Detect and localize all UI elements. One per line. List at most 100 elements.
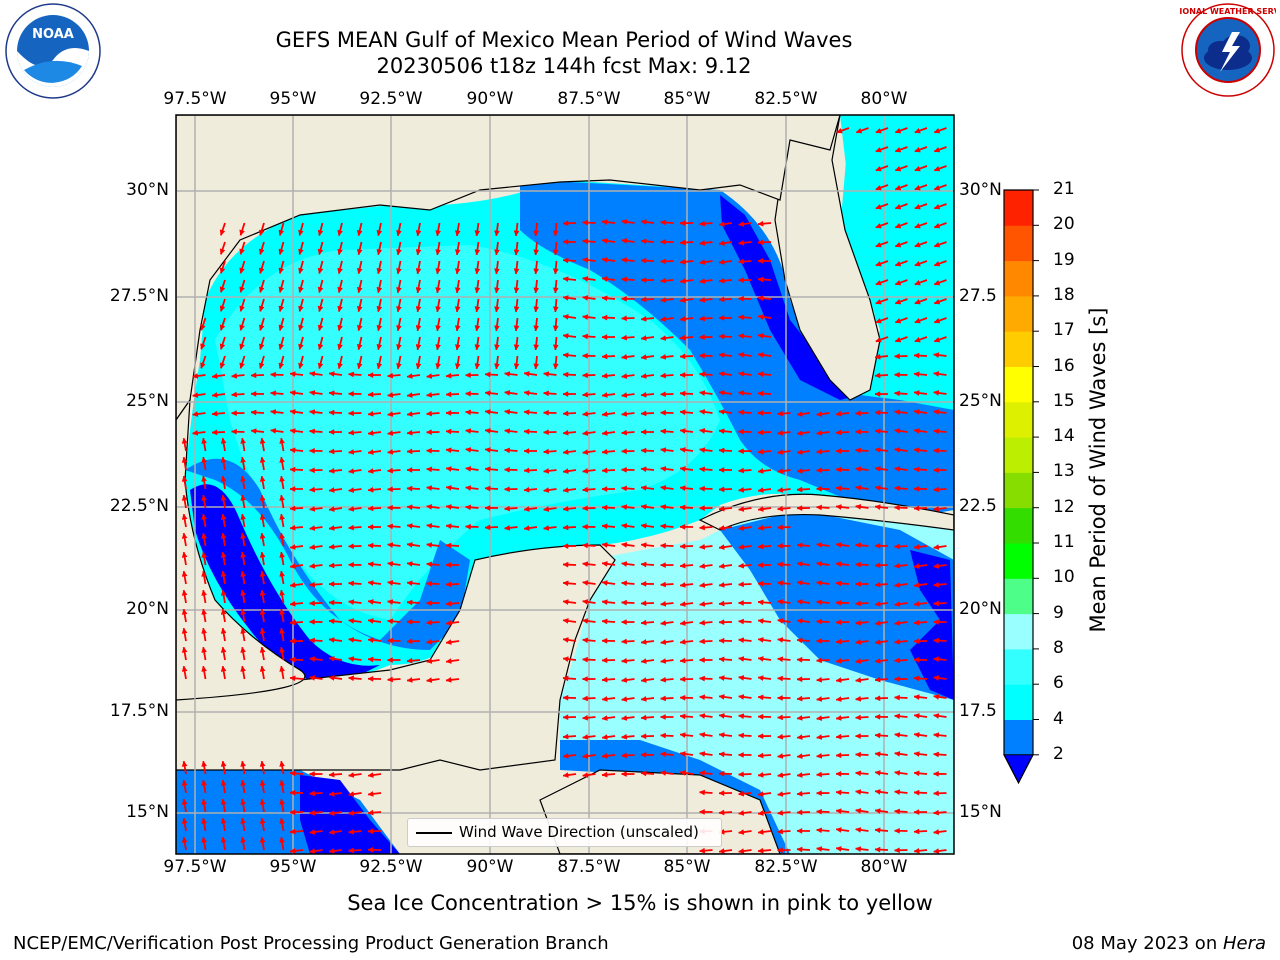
wave-direction-arrowhead: [835, 580, 842, 587]
wave-direction-arrowhead: [738, 352, 745, 358]
wave-direction-arrowhead: [854, 581, 861, 587]
wave-direction-arrowhead: [640, 751, 647, 758]
wave-direction-arrowhead: [278, 286, 285, 294]
wave-direction-arrowhead: [816, 752, 823, 759]
wave-direction-arrowhead: [464, 504, 472, 511]
wave-direction-arrowhead: [581, 505, 588, 512]
wave-direction-arrowhead: [913, 828, 920, 835]
wave-direction-arrowhead: [406, 677, 413, 683]
wave-direction-arrowhead: [894, 789, 901, 796]
wave-direction-arrowhead: [309, 563, 316, 569]
wave-direction-arrowhead: [679, 562, 686, 569]
wave-direction-arrowhead: [220, 798, 227, 805]
wave-direction-arrowhead: [513, 230, 520, 237]
wave-direction-arrowhead: [659, 372, 666, 379]
honduras-gulf: [560, 740, 790, 854]
wave-direction-arrowhead: [835, 448, 842, 454]
wave-direction-arrowhead: [317, 343, 324, 351]
wave-direction-arrowhead: [621, 354, 628, 360]
wave-direction-arrowhead: [582, 449, 589, 455]
wave-direction-arrowhead: [933, 675, 940, 681]
axis-tick-label: 80°W: [860, 89, 908, 109]
wave-direction-arrowhead: [367, 580, 374, 586]
wave-direction-arrowhead: [718, 486, 725, 493]
wave-direction-arrowhead: [757, 618, 764, 624]
wave-direction-arrowhead: [737, 448, 744, 455]
wave-direction-arrowhead: [348, 656, 355, 662]
wave-direction-arrowhead: [367, 430, 374, 436]
wave-direction-arrowhead: [718, 428, 725, 435]
wave-direction-arrowhead: [796, 505, 803, 512]
wave-direction-arrowhead: [738, 848, 745, 854]
wave-direction-arrowhead: [660, 620, 667, 626]
wave-direction-arrowhead: [552, 230, 559, 237]
wave-direction-arrowhead: [240, 798, 247, 805]
wave-direction-arrowhead: [621, 696, 628, 702]
wave-direction-arrowhead: [796, 599, 803, 605]
wave-direction-arrowhead: [718, 619, 725, 626]
legend-label: Wind Wave Direction (unscaled): [459, 823, 699, 841]
wave-direction-arrowhead: [757, 333, 764, 339]
wave-direction-arrowhead: [659, 239, 666, 245]
wave-direction-arrowhead: [679, 485, 686, 492]
wave-direction-arrowhead: [737, 732, 744, 739]
wave-direction-arrowhead: [348, 449, 355, 455]
wave-direction-arrowhead: [933, 203, 941, 210]
wave-direction-arrowhead: [445, 600, 452, 607]
wave-direction-arrowhead: [289, 638, 296, 644]
wave-direction-arrowhead: [317, 305, 324, 313]
wave-direction-arrowhead: [933, 581, 940, 588]
wave-direction-arrowhead: [718, 467, 725, 473]
wave-direction-arrowhead: [494, 325, 500, 332]
wave-direction-arrowhead: [474, 268, 481, 275]
wave-direction-arrowhead: [757, 506, 764, 512]
wave-direction-arrowhead: [504, 371, 511, 377]
wave-direction-arrowhead: [679, 751, 686, 757]
wave-direction-arrowhead: [445, 410, 452, 416]
wave-direction-arrowhead: [698, 675, 705, 682]
wave-direction-arrowhead: [484, 409, 491, 415]
wave-direction-arrowhead: [679, 524, 686, 530]
wave-direction-arrowhead: [699, 240, 706, 246]
wave-direction-arrowhead: [309, 848, 316, 854]
wave-direction-arrowhead: [913, 638, 920, 645]
wave-direction-arrowhead: [913, 582, 920, 588]
wave-direction-arrowhead: [874, 601, 881, 607]
wave-direction-arrowhead: [494, 268, 500, 275]
wave-direction-arrowhead: [932, 619, 939, 625]
wave-direction-arrowhead: [835, 846, 842, 852]
wave-direction-arrowhead: [582, 734, 589, 740]
wave-direction-arrowhead: [660, 316, 667, 322]
wave-direction-arrowhead: [874, 620, 881, 626]
wave-direction-arrowhead: [757, 295, 764, 302]
wave-direction-arrowhead: [562, 561, 569, 568]
wave-direction-arrowhead: [258, 305, 265, 312]
wave-direction-arrowhead: [620, 638, 627, 645]
wave-direction-arrowhead: [328, 448, 335, 455]
wave-direction-arrowhead: [347, 561, 354, 568]
wave-direction-arrowhead: [933, 390, 940, 396]
wave-direction-arrowhead: [328, 810, 335, 816]
wave-direction-arrowhead: [757, 276, 764, 283]
colorbar-segment: [1004, 401, 1033, 438]
wave-direction-arrowhead: [738, 506, 745, 512]
wave-direction-arrowhead: [259, 494, 266, 501]
wave-direction-arrowhead: [396, 306, 402, 313]
wave-direction-arrowhead: [289, 619, 296, 626]
wave-direction-arrowhead: [542, 429, 549, 436]
wave-direction-arrowhead: [601, 676, 608, 683]
wave-direction-arrowhead: [913, 428, 920, 434]
wave-direction-arrowhead: [601, 753, 608, 759]
wave-direction-arrowhead: [219, 362, 226, 369]
wave-direction-arrowhead: [309, 525, 316, 531]
wave-direction-arrowhead: [386, 523, 393, 530]
wave-direction-arrowhead: [415, 306, 422, 313]
wave-direction-arrowhead: [542, 390, 549, 397]
wave-direction-arrowhead: [875, 203, 882, 210]
wave-direction-arrowhead: [815, 618, 822, 625]
wave-direction-arrowhead: [484, 466, 491, 473]
wave-direction-arrowhead: [777, 809, 784, 816]
wave-direction-arrowhead: [317, 248, 324, 256]
wave-direction-arrowhead: [231, 372, 238, 379]
wave-direction-arrowhead: [533, 344, 540, 351]
